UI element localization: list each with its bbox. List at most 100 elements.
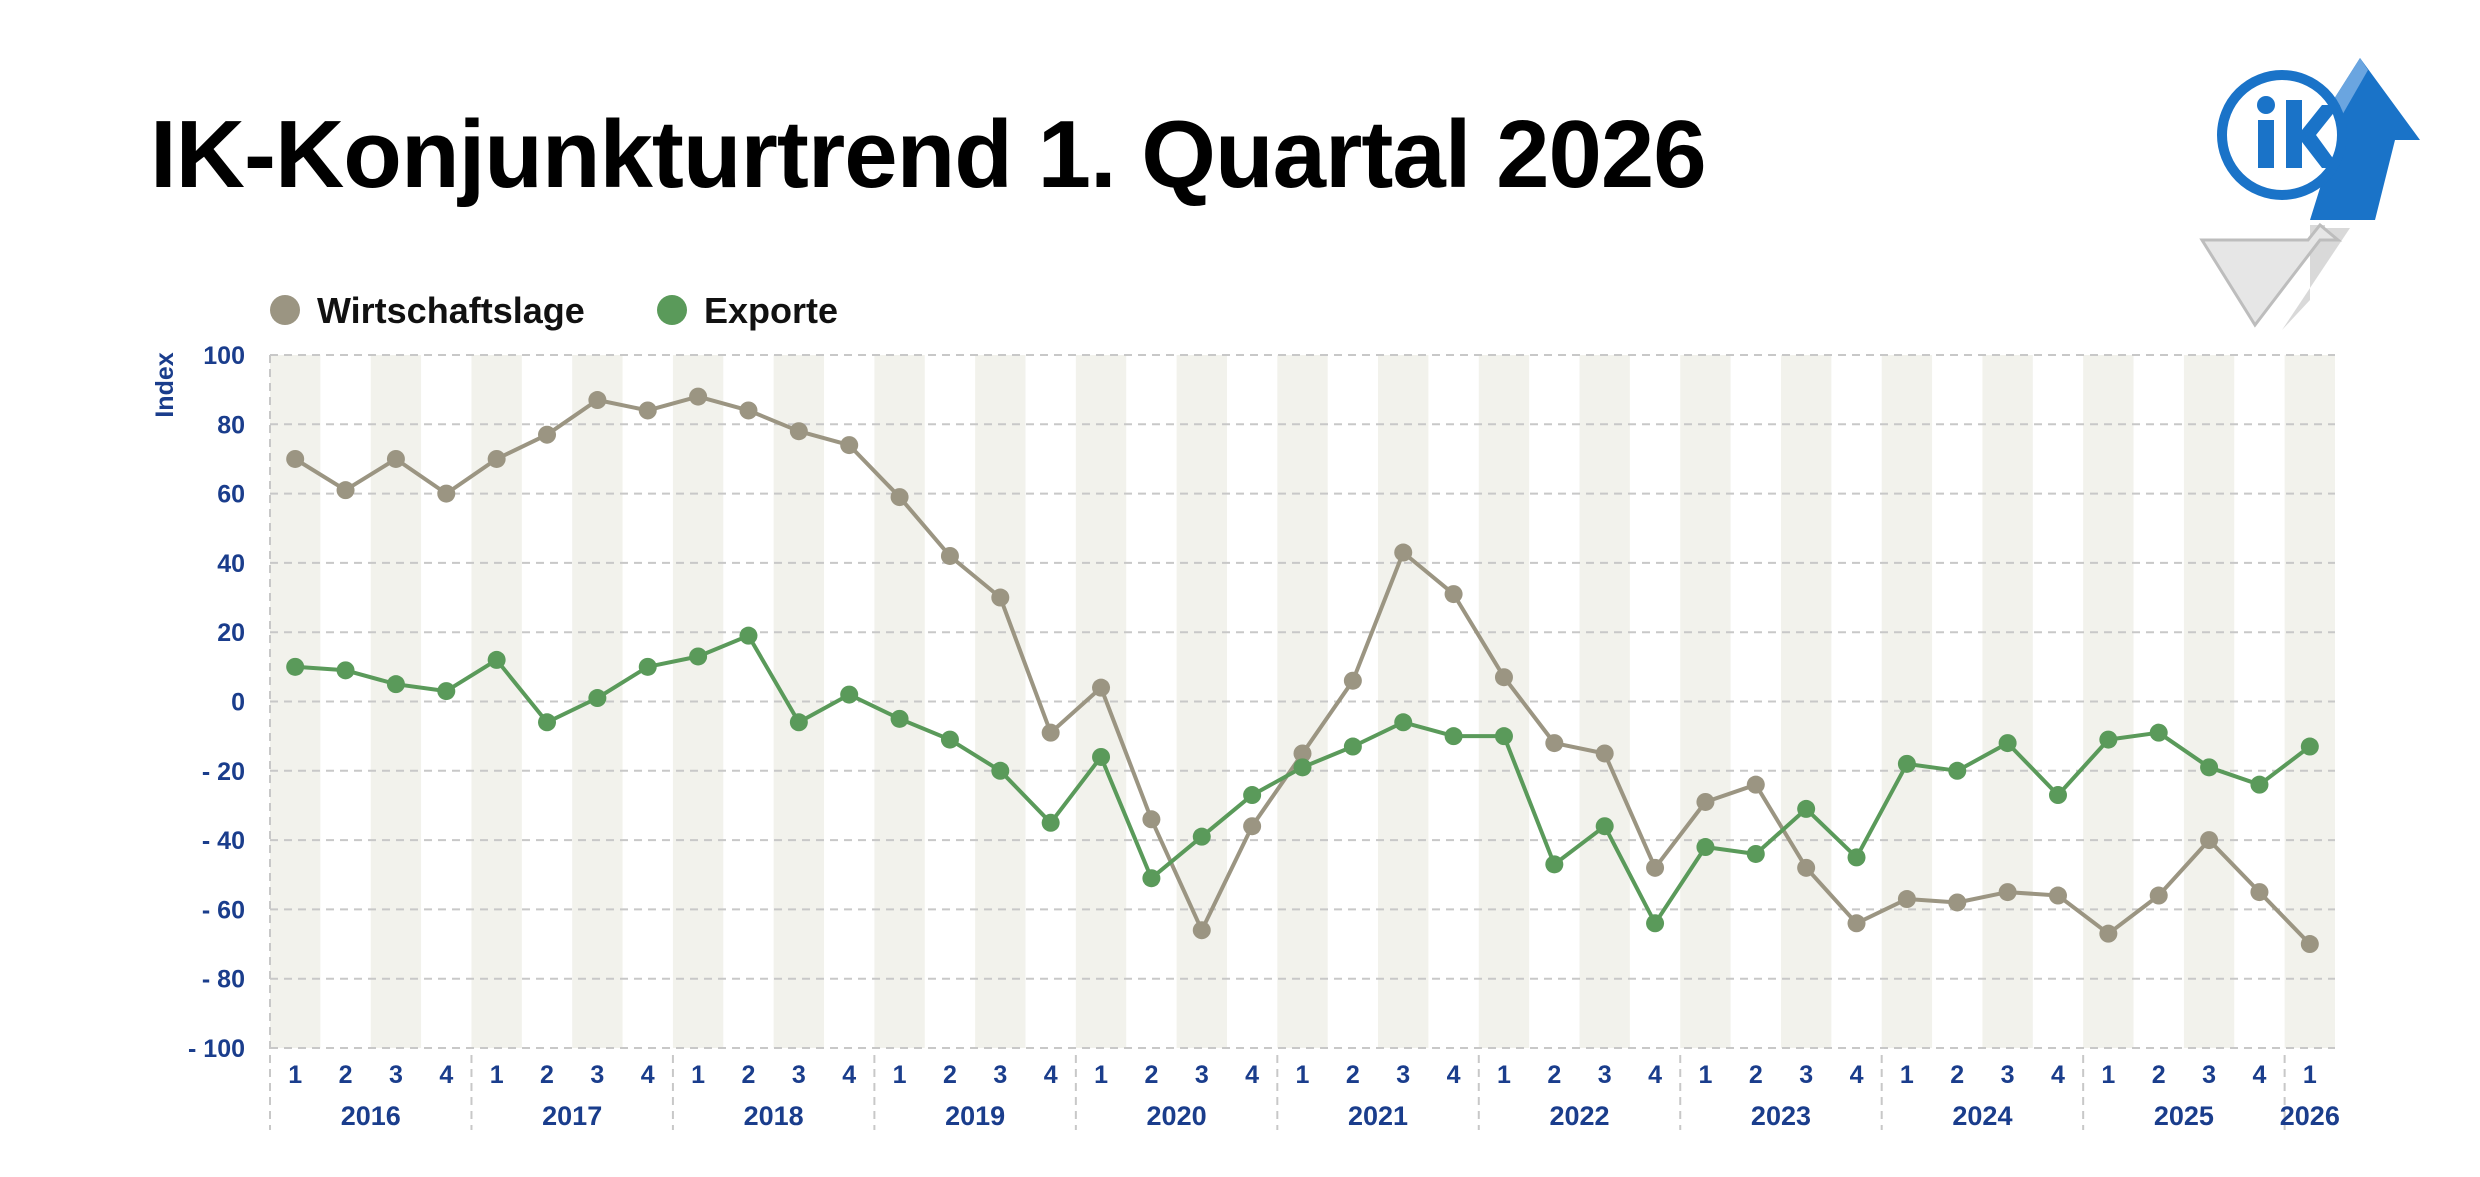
quarter-band xyxy=(773,355,825,1048)
data-point-wirtschaftslage xyxy=(1092,678,1111,697)
data-point-wirtschaftslage xyxy=(386,449,405,468)
x-tick-label: 1 xyxy=(288,1061,302,1089)
data-point-wirtschaftslage xyxy=(1948,893,1967,912)
x-tick-label: 3 xyxy=(1598,1061,1612,1089)
y-tick-label: - 100 xyxy=(188,1035,245,1063)
y-tick-label: - 20 xyxy=(202,758,245,786)
data-point-wirtschaftslage xyxy=(1998,883,2017,902)
data-point-wirtschaftslage xyxy=(1494,668,1513,687)
data-point-exporte xyxy=(1192,827,1211,846)
data-point-wirtschaftslage xyxy=(437,484,456,503)
x-tick-label: 2 xyxy=(1749,1061,1763,1089)
data-point-wirtschaftslage xyxy=(940,546,959,565)
x-tick-label: 4 xyxy=(1850,1061,1864,1089)
x-tick-label: 2 xyxy=(339,1061,353,1089)
data-point-wirtschaftslage xyxy=(991,588,1010,607)
ik-logo-icon xyxy=(2199,58,2420,330)
data-point-exporte xyxy=(286,657,305,676)
data-point-exporte xyxy=(1394,713,1413,732)
data-point-wirtschaftslage xyxy=(1243,817,1262,836)
data-point-wirtschaftslage xyxy=(2099,924,2118,943)
data-point-wirtschaftslage xyxy=(1192,921,1211,940)
x-tick-label: 4 xyxy=(842,1061,856,1089)
data-point-wirtschaftslage xyxy=(638,401,657,420)
data-point-wirtschaftslage xyxy=(739,401,758,420)
y-axis: 100 80 60 40 20 0 - 20 - 40 - 60 - 80 - 100 xyxy=(188,342,245,1063)
data-point-exporte xyxy=(1494,727,1513,746)
data-point-exporte xyxy=(1243,786,1262,805)
data-point-exporte xyxy=(1797,799,1816,818)
data-point-exporte xyxy=(2250,775,2269,794)
data-point-exporte xyxy=(1444,727,1463,746)
legend: Wirtschaftslage Exporte xyxy=(270,290,838,331)
year-label: 2026 xyxy=(2280,1101,2340,1131)
data-point-wirtschaftslage xyxy=(336,481,355,500)
data-point-wirtschaftslage xyxy=(1646,858,1665,877)
year-label: 2025 xyxy=(2154,1101,2214,1131)
data-point-exporte xyxy=(386,675,405,694)
data-point-wirtschaftslage xyxy=(588,391,607,410)
x-tick-label: 2 xyxy=(1144,1061,1158,1089)
data-point-exporte xyxy=(2149,723,2168,742)
legend-marker-wirtschaftslage xyxy=(270,295,300,325)
y-tick-label: 100 xyxy=(203,342,245,370)
x-tick-label: 2 xyxy=(1346,1061,1360,1089)
x-tick-label: 4 xyxy=(641,1061,655,1089)
year-label: 2020 xyxy=(1147,1101,1207,1131)
data-point-exporte xyxy=(1293,758,1312,777)
x-tick-label: 2 xyxy=(1950,1061,1964,1089)
data-point-exporte xyxy=(1092,747,1111,766)
data-point-exporte xyxy=(991,761,1010,780)
data-point-wirtschaftslage xyxy=(1394,543,1413,562)
data-point-exporte xyxy=(2048,786,2067,805)
x-tick-label: 1 xyxy=(2303,1061,2317,1089)
x-tick-label: 3 xyxy=(1195,1061,1209,1089)
y-axis-label: Index xyxy=(151,352,179,417)
x-tick-label: 1 xyxy=(1296,1061,1310,1089)
x-tick-label: 1 xyxy=(1094,1061,1108,1089)
y-tick-label: - 60 xyxy=(202,896,245,924)
data-point-wirtschaftslage xyxy=(689,387,708,406)
data-point-exporte xyxy=(487,650,506,669)
data-point-exporte xyxy=(2099,730,2118,749)
x-tick-label: 3 xyxy=(590,1061,604,1089)
data-point-exporte xyxy=(437,682,456,701)
x-tick-label: 2 xyxy=(540,1061,554,1089)
data-point-wirtschaftslage xyxy=(1293,744,1312,763)
x-tick-label: 2 xyxy=(742,1061,756,1089)
series-layer xyxy=(286,387,2319,954)
data-point-wirtschaftslage xyxy=(1746,775,1765,794)
x-tick-label: 3 xyxy=(389,1061,403,1089)
data-point-wirtschaftslage xyxy=(2048,886,2067,905)
data-point-exporte xyxy=(588,689,607,708)
data-point-exporte xyxy=(1343,737,1362,756)
x-axis: 1 2 3 4 1 2 3 4 1 2 3 4 1 2 3 4 1 2 3 4 1 2 3 4 1 2 3 4 1 2 3 4 1 2 3 4 1 2 3 4… xyxy=(288,1061,2340,1131)
year-label: 2023 xyxy=(1751,1101,1811,1131)
x-tick-label: 4 xyxy=(439,1061,453,1089)
x-tick-label: 1 xyxy=(1900,1061,1914,1089)
data-point-exporte xyxy=(1646,914,1665,933)
legend-marker-exporte xyxy=(657,295,687,325)
x-tick-label: 2 xyxy=(1547,1061,1561,1089)
data-point-exporte xyxy=(840,685,859,704)
x-tick-label: 1 xyxy=(691,1061,705,1089)
data-point-exporte xyxy=(1041,813,1060,832)
x-tick-label: 1 xyxy=(1497,1061,1511,1089)
x-tick-label: 3 xyxy=(1396,1061,1410,1089)
data-point-wirtschaftslage xyxy=(2300,935,2319,954)
grid-lines xyxy=(269,354,2335,1130)
data-point-exporte xyxy=(1595,817,1614,836)
y-tick-label: - 80 xyxy=(202,966,245,994)
data-point-exporte xyxy=(689,647,708,666)
data-point-wirtschaftslage xyxy=(890,488,909,507)
x-tick-label: 3 xyxy=(2202,1061,2216,1089)
data-point-exporte xyxy=(2200,758,2219,777)
y-tick-label: 20 xyxy=(217,619,245,647)
data-point-wirtschaftslage xyxy=(1847,914,1866,933)
y-tick-label: 60 xyxy=(217,481,245,509)
data-point-wirtschaftslage xyxy=(1142,810,1161,829)
legend-label-exporte: Exporte xyxy=(704,290,838,331)
x-tick-label: 4 xyxy=(2252,1061,2266,1089)
data-point-wirtschaftslage xyxy=(789,422,808,441)
